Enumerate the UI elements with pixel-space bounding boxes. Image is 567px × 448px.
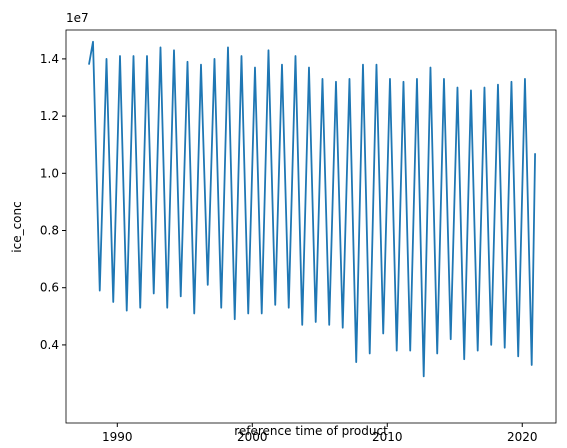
x-tick-label: 2010 (372, 430, 403, 444)
x-tick-label: 2020 (507, 430, 538, 444)
y-tick-label: 1.0 (40, 166, 59, 180)
y-tick-label: 0.6 (40, 281, 59, 295)
y-tick-label: 1.2 (40, 109, 59, 123)
y-tick-label: 0.8 (40, 224, 59, 238)
y-tick-label: 0.4 (40, 338, 59, 352)
data-line (88, 40, 536, 378)
y-offset-label: 1e7 (66, 11, 89, 25)
x-axis-label: reference time of product (234, 424, 388, 438)
x-tick-label: 2000 (237, 430, 268, 444)
y-tick-label: 1.4 (40, 52, 59, 66)
y-axis-label: ice_conc (10, 201, 24, 252)
x-tick-label: 1990 (102, 430, 133, 444)
axes-frame (65, 29, 557, 424)
